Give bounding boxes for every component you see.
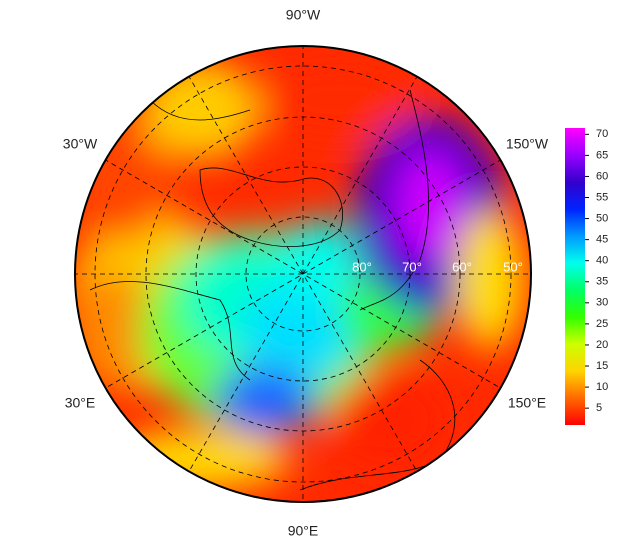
colorbar-tick-label: 5 — [596, 402, 602, 414]
meridian — [103, 158, 503, 390]
latitude-label: 60° — [452, 259, 472, 274]
colorbar-tick-label: 20 — [596, 339, 608, 351]
map-border — [74, 45, 532, 503]
field — [75, 46, 531, 502]
latitude-circle — [94, 65, 512, 483]
colorbar-tick-label: 40 — [596, 255, 608, 267]
latitude-circle — [245, 216, 361, 332]
colorbar-tick-label: 45 — [596, 234, 608, 246]
colorbar-tick-label: 35 — [596, 276, 608, 288]
longitude-label: 150°E — [508, 395, 546, 411]
longitude-label: 30°W — [63, 136, 98, 152]
longitude-label: 90°E — [288, 523, 319, 539]
colorbar-tick-label: 60 — [596, 170, 608, 182]
colorbar-tick-label: 15 — [596, 360, 608, 372]
colorbar-tick-label: 70 — [596, 128, 608, 140]
colorbar-tick-label: 65 — [596, 149, 608, 161]
colorbar-tick-label: 55 — [596, 191, 608, 203]
colorbar-tick-label: 25 — [596, 318, 608, 330]
longitude-label: 90°W — [286, 7, 321, 23]
latitude-label: 50° — [503, 259, 523, 274]
colorbar-tick-label: 10 — [596, 381, 608, 393]
latitude-label: 80° — [352, 259, 372, 274]
longitude-label: 30°E — [65, 395, 96, 411]
colorbar — [565, 128, 585, 425]
colorbar-tick-label: 30 — [596, 297, 608, 309]
colorbar-tick-label: 50 — [596, 212, 608, 224]
latitude-label: 70° — [402, 259, 422, 274]
longitude-label: 150°W — [506, 136, 549, 152]
